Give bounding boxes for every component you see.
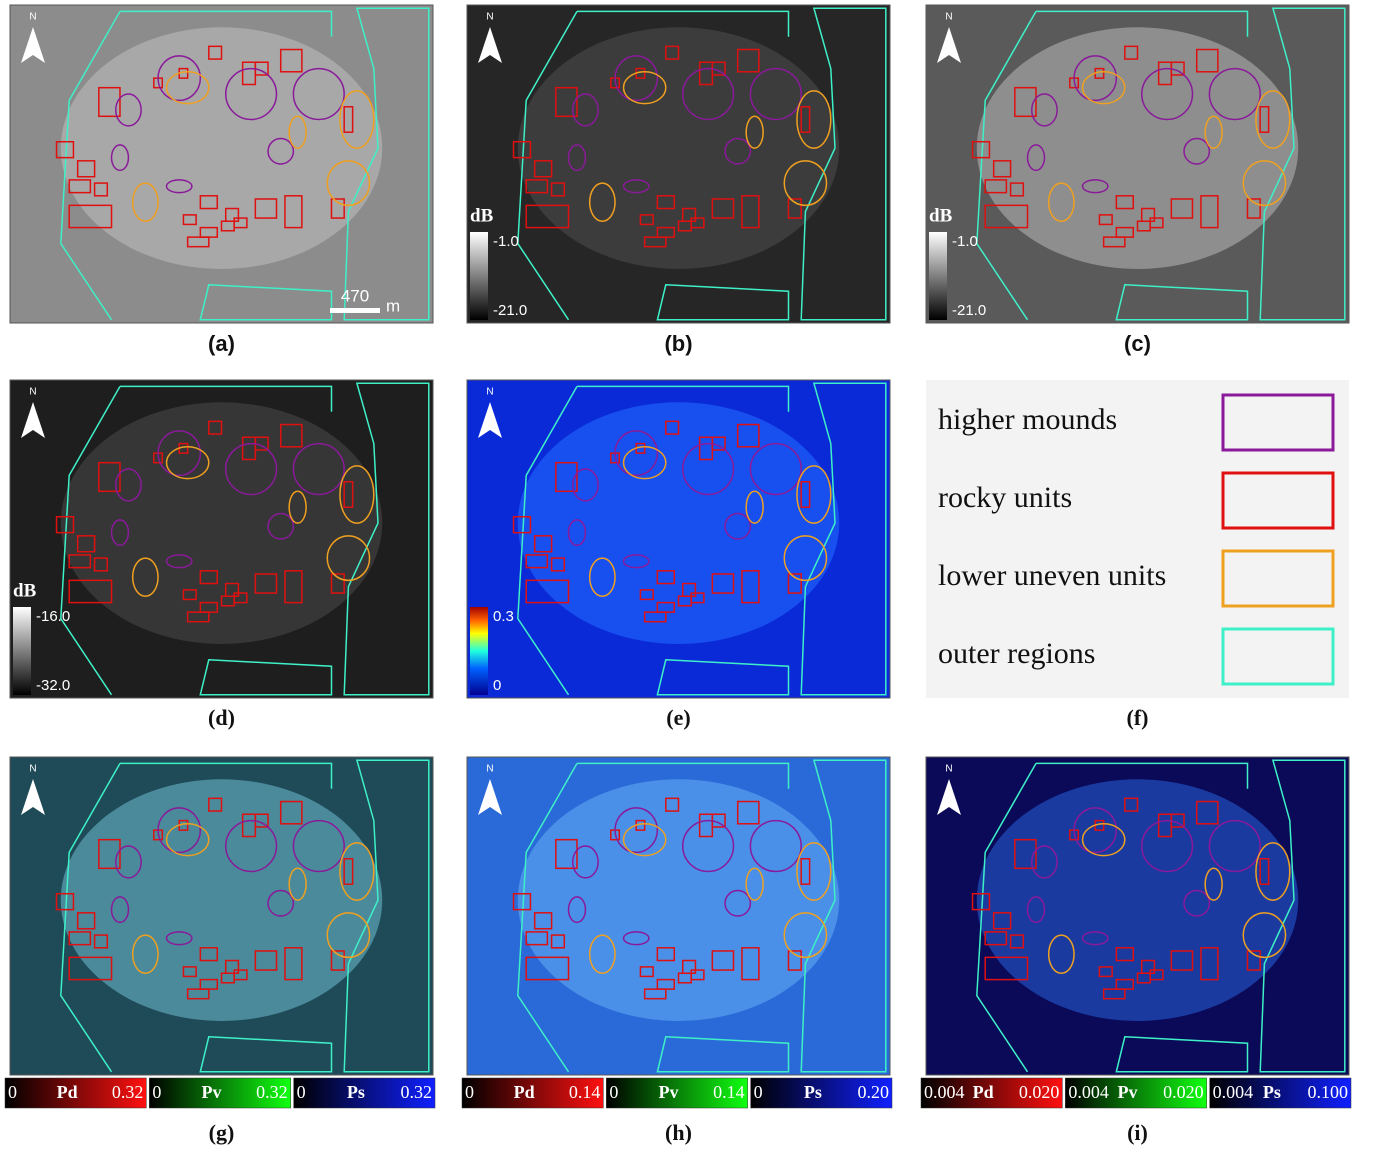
panel-label: (e) <box>666 705 690 730</box>
crater <box>518 27 839 269</box>
channel-max: 0.32 <box>256 1082 288 1102</box>
panel-label: (i) <box>1127 1120 1148 1145</box>
colorbar-max: -16.0 <box>36 608 70 625</box>
channel-name: Pd <box>57 1082 78 1102</box>
crater <box>518 779 839 1021</box>
colorbar-min: -32.0 <box>36 677 70 694</box>
panel-i: N 0.004 Pd 0.020 0.004 Pv 0.020 0.004 Ps 0.100 (i) <box>921 757 1351 1145</box>
north-label: N <box>29 12 36 23</box>
channel-max: 0.32 <box>401 1082 433 1102</box>
channel-name: Ps <box>804 1082 822 1102</box>
legend-label: outer regions <box>938 637 1095 670</box>
crater <box>977 27 1298 269</box>
legend-label: rocky units <box>938 481 1072 514</box>
scale-value: 470 <box>341 286 369 305</box>
panel-label: (h) <box>665 1120 692 1145</box>
panel-label: (f) <box>1127 705 1149 730</box>
colorbar <box>929 232 947 320</box>
panel-d: NdB -16.0 -32.0 (d) <box>10 380 433 730</box>
legend-label: lower uneven units <box>938 559 1166 592</box>
channel-min: 0.004 <box>1068 1082 1109 1102</box>
channel-min: 0 <box>465 1082 474 1102</box>
channel-max: 0.020 <box>1163 1082 1204 1102</box>
colorbar <box>13 607 31 695</box>
channel-min: 0 <box>754 1082 763 1102</box>
legend-label: higher mounds <box>938 403 1117 436</box>
channel-min: 0.004 <box>924 1082 965 1102</box>
colorbar-max: -1.0 <box>952 233 978 250</box>
panel-label: (b) <box>664 331 692 356</box>
colorbar-min: -21.0 <box>952 302 986 319</box>
panel-h: N 0 Pd 0.14 0 Pv 0.14 0 Ps 0.20 (h) <box>462 757 892 1145</box>
crater <box>977 779 1298 1021</box>
panel-e: N 0.3 0 (e) <box>467 380 890 730</box>
panel-b: NdB -1.0 -21.0 (b) <box>467 5 890 356</box>
north-label: N <box>29 764 36 775</box>
scale-unit: m <box>386 296 400 315</box>
crater <box>61 779 382 1021</box>
colorbar-min: 0 <box>493 677 501 694</box>
crater <box>61 27 382 269</box>
panel-label: (g) <box>209 1120 235 1145</box>
channel-max: 0.020 <box>1019 1082 1060 1102</box>
channel-max: 0.32 <box>112 1082 144 1102</box>
channel-max: 0.20 <box>858 1082 890 1102</box>
channel-min: 0 <box>8 1082 17 1102</box>
colorbar-unit: dB <box>470 205 494 226</box>
channel-name: Pv <box>202 1082 222 1102</box>
north-label: N <box>945 764 952 775</box>
scale-bar <box>330 308 380 313</box>
channel-min: 0.004 <box>1213 1082 1254 1102</box>
channel-name: Pv <box>659 1082 679 1102</box>
channel-min: 0 <box>152 1082 161 1102</box>
colorbar <box>470 232 488 320</box>
panel-f: higher mounds rocky units lower uneven uni… <box>926 380 1349 730</box>
colorbar-min: -21.0 <box>493 302 527 319</box>
panel-label: (c) <box>1124 331 1151 356</box>
north-label: N <box>486 12 493 23</box>
panel-a: N 470 m (a) <box>10 5 433 356</box>
north-label: N <box>29 387 36 398</box>
colorbar-unit: dB <box>13 580 37 601</box>
channel-name: Ps <box>1263 1082 1281 1102</box>
colorbar-unit: dB <box>929 205 953 226</box>
north-label: N <box>486 387 493 398</box>
channel-min: 0 <box>297 1082 306 1102</box>
north-label: N <box>486 764 493 775</box>
channel-name: Pd <box>973 1082 994 1102</box>
colorbar-max: -1.0 <box>493 233 519 250</box>
channel-name: Pv <box>1118 1082 1138 1102</box>
panel-g: N 0 Pd 0.32 0 Pv 0.32 0 Ps 0.32 (g) <box>5 757 435 1145</box>
crater <box>61 402 382 644</box>
channel-max: 0.14 <box>713 1082 745 1102</box>
panel-label: (a) <box>208 331 235 356</box>
panel-c: NdB -1.0 -21.0 (c) <box>926 5 1349 356</box>
channel-name: Ps <box>347 1082 365 1102</box>
channel-max: 0.100 <box>1308 1082 1349 1102</box>
channel-min: 0 <box>609 1082 618 1102</box>
crater <box>518 402 839 644</box>
channel-name: Pd <box>514 1082 535 1102</box>
north-label: N <box>945 12 952 23</box>
channel-max: 0.14 <box>569 1082 601 1102</box>
panel-label: (d) <box>208 705 235 730</box>
figure: N470m(a)NdB-1.0-21.0(b)NdB-1.0-21.0(c)Nd… <box>0 0 1380 1152</box>
colorbar <box>470 607 488 695</box>
colorbar-max: 0.3 <box>493 608 514 625</box>
